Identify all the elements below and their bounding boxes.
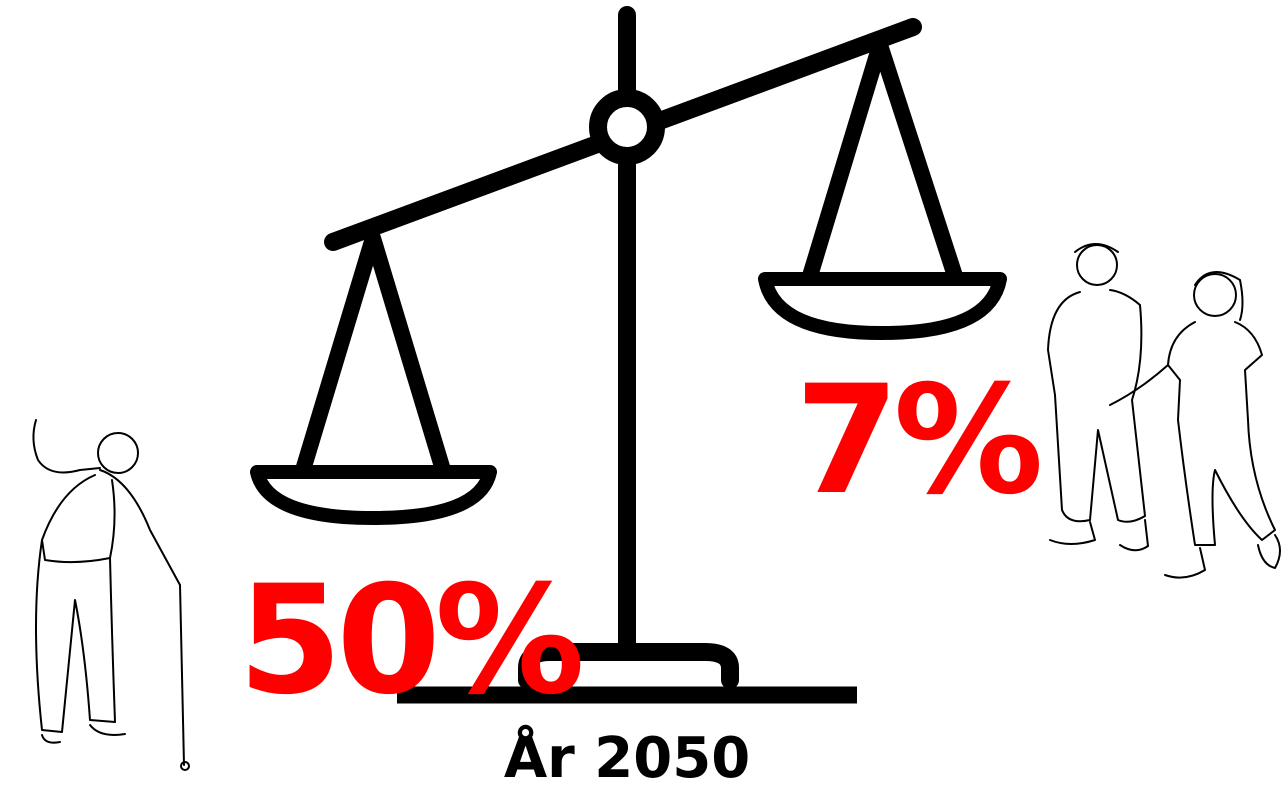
young-couple	[1048, 244, 1280, 578]
page: 50% 7% År 2050 (() => { const data = JSO…	[0, 0, 1286, 789]
right-percentage: 7%	[795, 354, 1039, 528]
caption: År 2050	[504, 725, 750, 789]
elderly-man	[33, 420, 189, 770]
scale-illustration: 50% 7% År 2050	[0, 0, 1286, 789]
left-percentage: 50%	[238, 554, 581, 728]
